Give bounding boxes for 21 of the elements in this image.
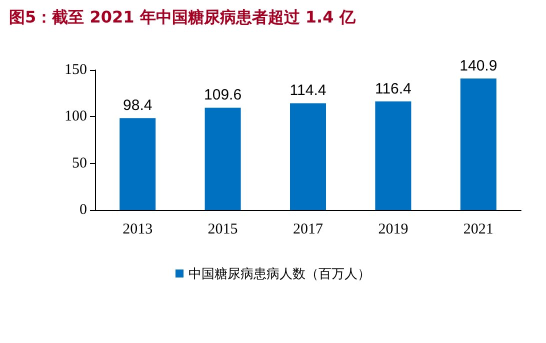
bar [120,118,156,210]
data-label: 140.9 [460,57,498,74]
x-tick-label: 2013 [122,222,153,238]
legend-label: 中国糖尿病患病人数（百万人） [188,266,370,281]
data-label: 116.4 [374,80,412,98]
bar [204,108,241,210]
data-label: 114.4 [290,82,326,100]
x-tick-label: 2021 [463,222,494,238]
y-tick-label: 50 [72,155,87,172]
data-label: 109.6 [204,86,242,104]
y-tick-label: 100 [64,108,87,125]
chart-title: 图5：截至 2021 年中国糖尿病患者超过 1.4 亿 [9,8,356,26]
x-tick-label: 2015 [208,222,238,238]
bar [375,101,412,210]
data-label: 98.4 [123,97,152,114]
x-tick-label: 2017 [293,222,324,238]
y-tick-label: 150 [64,62,87,78]
bar [460,78,496,210]
y-tick-label: 0 [80,202,87,218]
bar [290,103,326,210]
x-tick-label: 2019 [378,222,408,238]
